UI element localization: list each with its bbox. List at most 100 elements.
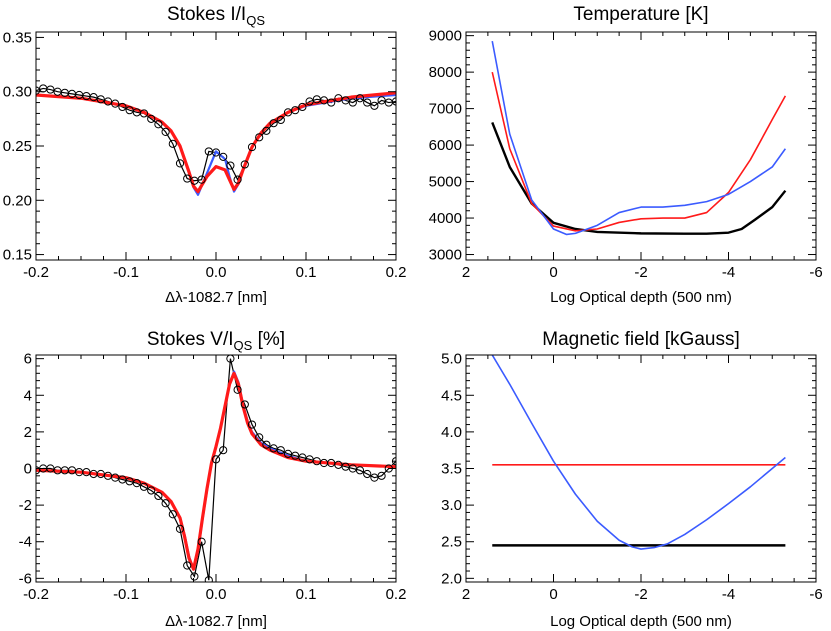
observed-point	[46, 85, 55, 94]
observed-point	[139, 109, 149, 118]
observed-point	[377, 96, 386, 105]
observed-point	[211, 455, 221, 464]
panel-stokes-i: Stokes I/IQS Δλ-1082.7 [nm] -0.2 -0.1 0.0 0…	[3, 4, 407, 306]
observed-point	[175, 159, 185, 168]
x-tick-label: 0.1	[296, 264, 317, 281]
x-tick-label: -0.1	[113, 586, 139, 603]
observed-point	[262, 440, 271, 449]
y-tick-label: 0.25	[3, 138, 32, 155]
x-axis-label: Log Optical depth (500 nm)	[550, 613, 732, 630]
observed-point	[276, 446, 285, 455]
observed-point	[247, 142, 257, 152]
observed-point	[204, 576, 213, 582]
title-subscript: QS	[234, 338, 253, 353]
title-suffix: [%]	[252, 329, 285, 350]
observed-point	[341, 96, 350, 105]
chart-title: Magnetic field [kGauss]	[542, 329, 739, 350]
observed-point	[118, 102, 127, 112]
observed-point	[147, 486, 156, 495]
plot-area	[491, 355, 786, 550]
panel-temperature: Temperature [K] Log Optical depth (500 n…	[429, 4, 823, 306]
y-tick-label: 0.20	[3, 192, 32, 209]
panel-magnetic-field: Magnetic field [kGauss] Log Optical dept…	[441, 329, 823, 630]
y-tick-label: 4.0	[441, 424, 462, 441]
y-tick-label: 3.0	[441, 497, 462, 514]
x-tick-label: -6	[809, 586, 822, 603]
observed-point	[175, 524, 185, 534]
y-tick-label: -6	[19, 570, 32, 587]
observed-point	[125, 106, 134, 115]
chart-title: Stokes I/IQS	[167, 4, 265, 28]
observed-point	[327, 98, 336, 107]
y-tick-label: 2.5	[441, 534, 462, 551]
y-tick-label: 3.5	[441, 461, 462, 478]
observed-point	[219, 152, 228, 161]
x-tick-label: 0.0	[206, 586, 227, 603]
x-tick-label: 0	[549, 264, 557, 281]
observed-point	[233, 385, 242, 394]
y-tick-label: 3000	[429, 247, 462, 264]
y-tick-label: 7000	[429, 101, 462, 118]
x-axis-label: Δλ-1082.7 [nm]	[165, 289, 267, 306]
x-tick-label: 0	[549, 586, 557, 603]
y-tick-label: -4	[19, 534, 32, 551]
observed-point	[240, 400, 249, 409]
observed-point	[161, 127, 170, 136]
observed-point	[276, 115, 285, 125]
y-tick-label: 5.0	[441, 351, 462, 368]
x-tick-label: 0.0	[206, 264, 227, 281]
plot-frame	[465, 31, 817, 261]
observed-point	[233, 175, 242, 184]
observed-point	[319, 96, 329, 105]
observed-point	[103, 97, 113, 106]
y-tick-label: 0.35	[3, 29, 32, 46]
plot-area	[36, 355, 396, 582]
observed-point	[197, 175, 206, 184]
observed-point	[305, 97, 314, 106]
panel-stokes-v: Stokes V/IQS [%] Δλ-1082.7 [nm] -0.2 -0.1…	[19, 329, 407, 630]
series-line	[491, 355, 786, 550]
series-line	[491, 122, 787, 235]
observed-point	[370, 101, 379, 110]
y-tick-label: 4	[24, 387, 32, 404]
y-tick-label: -2	[19, 497, 32, 514]
y-tick-label: 6000	[429, 137, 462, 154]
x-tick-label: -4	[722, 264, 735, 281]
x-axis-label: Δλ-1082.7 [nm]	[165, 613, 267, 630]
x-tick-label: 2	[462, 586, 470, 603]
observed-point	[363, 469, 372, 479]
series-line	[36, 91, 396, 194]
x-tick-label: -4	[722, 586, 735, 603]
observed-point	[132, 479, 141, 488]
x-tick-label: -6	[809, 264, 822, 281]
y-tick-label: 4000	[429, 210, 462, 227]
observed-point	[226, 161, 235, 170]
observed-point	[219, 446, 228, 455]
y-tick-label: 2.0	[441, 570, 462, 587]
series-line	[491, 40, 787, 236]
observed-point	[363, 98, 372, 107]
observed-point	[262, 126, 271, 135]
x-tick-label: 0.1	[296, 586, 317, 603]
observed-point	[255, 433, 264, 442]
x-tick-label: 0.2	[386, 586, 407, 603]
observed-line	[36, 358, 396, 581]
observed-point	[154, 491, 163, 501]
y-tick-label: 0	[24, 461, 32, 478]
observed-point	[247, 420, 257, 429]
x-tick-label: -2	[634, 586, 647, 603]
x-tick-label: -0.2	[23, 586, 49, 603]
observed-point	[89, 93, 98, 102]
chart-title: Stokes V/IQS [%]	[147, 329, 285, 353]
plot-area	[491, 40, 787, 236]
observed-point	[255, 133, 264, 142]
y-tick-label: 4.5	[441, 387, 462, 404]
observed-point	[298, 102, 307, 112]
plot-area	[36, 84, 396, 196]
y-tick-label: 0.30	[3, 84, 32, 101]
observed-point	[183, 561, 192, 570]
x-tick-label: 2	[462, 264, 470, 281]
observed-point	[269, 119, 278, 128]
y-tick-label: 9000	[429, 28, 462, 45]
